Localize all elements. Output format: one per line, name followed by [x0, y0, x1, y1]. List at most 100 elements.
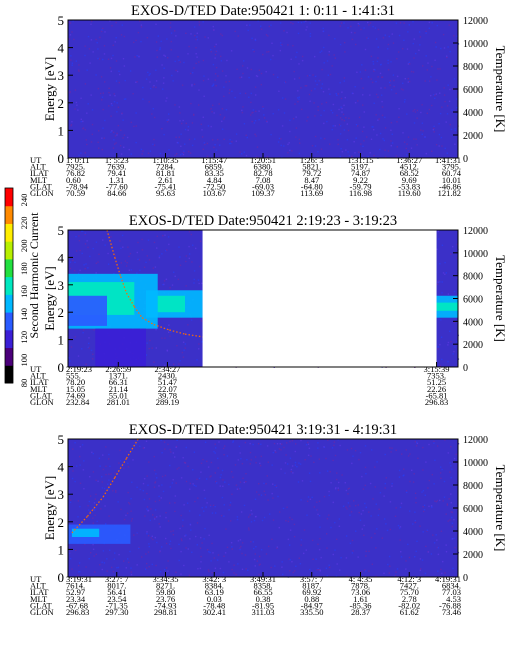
noise-pixel: [75, 101, 78, 104]
noise-pixel: [119, 460, 122, 462]
noise-pixel: [439, 472, 442, 474]
noise-pixel: [402, 475, 404, 477]
y-tick-label: 3: [58, 278, 65, 293]
noise-pixel: [322, 27, 324, 30]
noise-pixel: [314, 135, 317, 138]
noise-pixel: [188, 45, 190, 48]
noise-pixel: [314, 75, 317, 78]
noise-pixel: [305, 444, 308, 446]
noise-pixel: [451, 109, 453, 111]
noise-pixel: [98, 130, 100, 132]
noise-pixel: [102, 454, 104, 456]
noise-pixel: [284, 462, 287, 464]
noise-pixel: [125, 514, 127, 517]
noise-pixel: [117, 106, 120, 108]
noise-pixel: [397, 524, 400, 527]
noise-pixel: [271, 42, 273, 44]
table-cell: 3:15:39: [424, 364, 450, 374]
noise-pixel: [434, 41, 437, 44]
noise-pixel: [200, 561, 202, 563]
noise-pixel: [407, 63, 410, 65]
noise-pixel: [88, 48, 91, 50]
noise-pixel: [248, 96, 250, 98]
y2-axis-label: Temperature [K]: [493, 465, 505, 552]
noise-pixel: [258, 564, 260, 566]
noise-pixel: [182, 525, 184, 527]
noise-pixel: [184, 462, 187, 464]
noise-pixel: [374, 466, 376, 468]
noise-pixel: [148, 101, 150, 103]
noise-pixel: [108, 515, 110, 517]
noise-pixel: [307, 441, 309, 444]
noise-pixel: [454, 346, 456, 348]
noise-pixel: [84, 45, 86, 47]
noise-pixel: [159, 551, 161, 553]
data-patch: [436, 302, 458, 311]
table-cell: 3:57: 7: [300, 574, 324, 584]
noise-pixel: [443, 87, 445, 89]
noise-pixel: [121, 24, 123, 26]
noise-pixel: [179, 112, 181, 114]
noise-pixel: [223, 138, 225, 140]
noise-pixel: [340, 106, 342, 108]
noise-pixel: [153, 138, 155, 141]
noise-pixel: [411, 469, 413, 471]
noise-pixel: [335, 93, 337, 95]
noise-pixel: [106, 558, 108, 560]
noise-pixel: [252, 111, 254, 114]
noise-pixel: [433, 440, 435, 443]
noise-pixel: [177, 142, 179, 144]
noise-pixel: [272, 113, 274, 115]
noise-pixel: [360, 571, 363, 573]
noise-pixel: [221, 70, 224, 72]
noise-pixel: [127, 462, 129, 465]
noise-pixel: [336, 538, 338, 540]
table-cell: 68.52: [400, 168, 419, 178]
noise-pixel: [74, 261, 76, 264]
noise-pixel: [446, 55, 448, 57]
noise-pixel: [104, 505, 106, 507]
table-cell: 7878.: [351, 581, 370, 591]
noise-pixel: [255, 546, 257, 548]
noise-pixel: [219, 144, 221, 146]
noise-pixel: [377, 57, 379, 59]
noise-pixel: [176, 153, 178, 155]
noise-pixel: [245, 568, 247, 570]
noise-pixel: [191, 122, 194, 124]
noise-pixel: [268, 25, 270, 28]
noise-pixel: [423, 509, 426, 511]
noise-pixel: [163, 133, 165, 136]
noise-pixel: [391, 142, 394, 144]
noise-pixel: [158, 255, 161, 257]
noise-pixel: [219, 567, 222, 570]
noise-pixel: [445, 513, 447, 515]
noise-pixel: [281, 561, 283, 563]
noise-pixel: [297, 32, 300, 35]
noise-pixel: [142, 447, 145, 449]
table-cell: 302.41: [203, 607, 226, 617]
noise-pixel: [142, 86, 144, 89]
noise-pixel: [399, 526, 402, 528]
noise-pixel: [416, 117, 418, 119]
noise-pixel: [340, 97, 343, 100]
noise-pixel: [282, 507, 285, 510]
noise-pixel: [167, 119, 170, 121]
noise-pixel: [355, 43, 357, 46]
noise-pixel: [226, 546, 229, 548]
noise-pixel: [174, 456, 176, 458]
noise-pixel: [153, 455, 155, 458]
noise-pixel: [289, 149, 291, 152]
noise-pixel: [137, 241, 139, 244]
noise-pixel: [254, 120, 257, 122]
noise-pixel: [104, 244, 106, 246]
noise-pixel: [322, 91, 325, 93]
noise-pixel: [253, 519, 256, 522]
noise-pixel: [357, 556, 359, 558]
noise-pixel: [161, 546, 163, 548]
noise-pixel: [325, 101, 328, 104]
noise-pixel: [337, 139, 339, 141]
noise-pixel: [98, 457, 101, 459]
noise-pixel: [108, 105, 110, 107]
noise-pixel: [376, 461, 378, 463]
noise-pixel: [155, 473, 157, 475]
